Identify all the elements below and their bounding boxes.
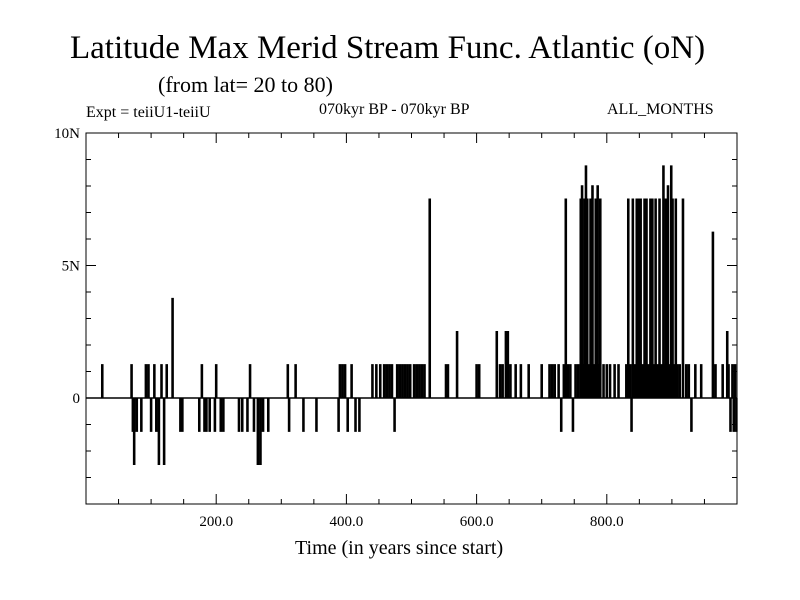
months-label: ALL_MONTHS xyxy=(607,101,714,118)
experiment-label: Expt = teiiU1-teiiU xyxy=(86,104,211,121)
y-tick-label: 10N xyxy=(54,126,80,142)
y-tick-label: 0 xyxy=(73,391,81,407)
x-axis-label: Time (in years since start) xyxy=(295,537,504,559)
chart-subtitle: (from lat= 20 to 80) xyxy=(158,72,333,97)
x-tick-label: 800.0 xyxy=(590,514,624,530)
chart-title: Latitude Max Merid Stream Func. Atlantic… xyxy=(70,30,706,66)
x-tick-label: 600.0 xyxy=(460,514,494,530)
y-tick-label: 5N xyxy=(62,259,81,275)
x-tick-label: 200.0 xyxy=(199,514,233,530)
series-line xyxy=(86,165,738,466)
plot-frame xyxy=(85,132,738,505)
x-tick-label: 400.0 xyxy=(330,514,364,530)
axis-tick-labels: 200.0 400.0 600.0 800.0 0 5N 10N xyxy=(54,126,624,530)
period-label: 070kyr BP - 070kyr BP xyxy=(319,101,470,118)
